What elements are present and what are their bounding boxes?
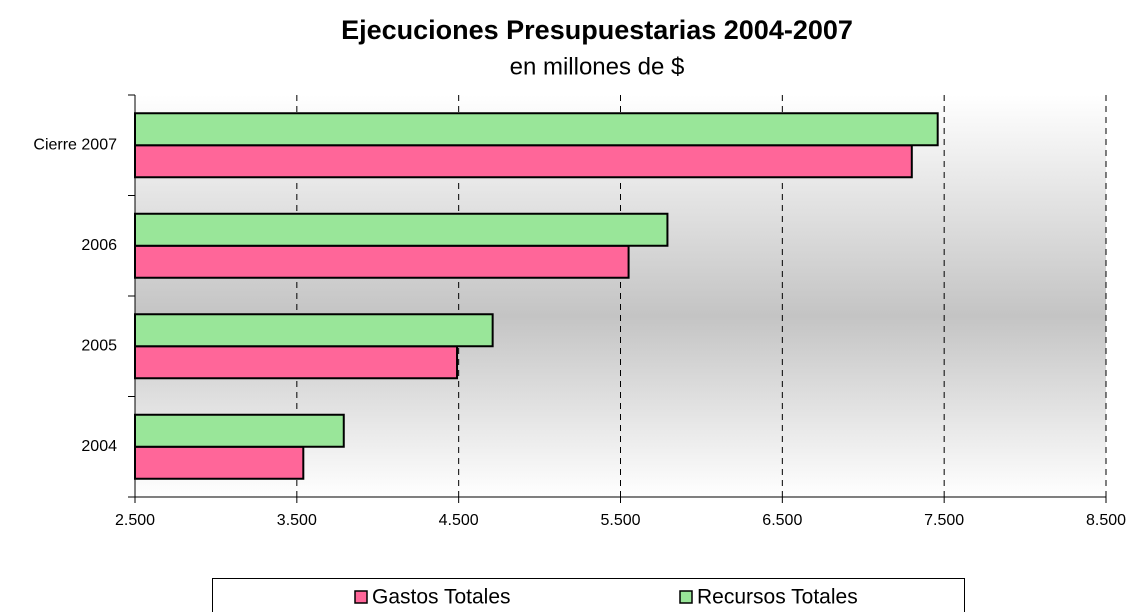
legend-swatch [354, 590, 368, 604]
chart-title: Ejecuciones Presupuestarias 2004-2007 [341, 15, 853, 45]
bar [134, 144, 913, 179]
legend-label: Gastos Totales [372, 586, 511, 609]
x-tick-label: 2.500 [115, 512, 155, 529]
x-tick-label: 4.500 [439, 512, 479, 529]
bar [134, 112, 939, 147]
y-tick-label: Cierre 2007 [33, 136, 117, 153]
bar [134, 345, 459, 380]
y-tick-label: 2004 [81, 438, 117, 455]
x-tick-label: 5.500 [600, 512, 640, 529]
x-tick-label: 6.500 [762, 512, 802, 529]
x-tick-label: 3.500 [277, 512, 317, 529]
legend-label: Recursos Totales [697, 586, 858, 609]
bar [134, 445, 305, 480]
bar [134, 244, 630, 279]
bar [134, 313, 494, 348]
x-tick-label: 7.500 [924, 512, 964, 529]
legend-box [212, 578, 965, 612]
legend-swatch [679, 590, 693, 604]
y-tick-label: 2006 [81, 237, 117, 254]
bar [134, 212, 669, 247]
y-tick-label: 2005 [81, 337, 117, 354]
bar [134, 413, 345, 448]
x-tick-label: 8.500 [1086, 512, 1126, 529]
chart-subtitle: en millones de $ [510, 53, 685, 80]
